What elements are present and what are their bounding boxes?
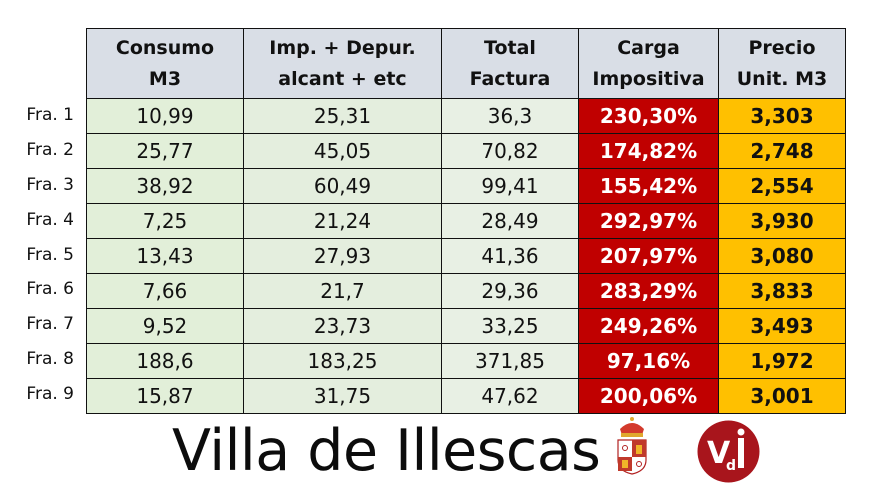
cell-total: 29,36 — [441, 273, 579, 309]
row-label: Fra. 6 — [26, 279, 74, 300]
table-row: 25,77 45,05 70,82 174,82% 2,748 — [86, 133, 846, 169]
table-row: 13,43 27,93 41,36 207,97% 3,080 — [86, 238, 846, 274]
row-labels: Fra. 1 Fra. 2 Fra. 3 Fra. 4 Fra. 5 Fra. … — [0, 98, 80, 412]
cell-precio: 3,493 — [718, 308, 846, 344]
header-line: Imp. + Depur. — [269, 36, 416, 59]
cell-consumo: 13,43 — [86, 238, 244, 274]
header-carga: Carga Impositiva — [578, 28, 719, 99]
table-row: 10,99 25,31 36,3 230,30% 3,303 — [86, 98, 846, 134]
cell-total: 99,41 — [441, 168, 579, 204]
cell-consumo: 188,6 — [86, 343, 244, 379]
cell-precio: 3,001 — [718, 378, 846, 414]
cell-precio: 1,972 — [718, 343, 846, 379]
cell-impuestos: 25,31 — [243, 98, 442, 134]
row-label: Fra. 3 — [26, 174, 74, 195]
table-row: 15,87 31,75 47,62 200,06% 3,001 — [86, 378, 846, 414]
cell-impuestos: 183,25 — [243, 343, 442, 379]
cell-precio: 2,554 — [718, 168, 846, 204]
cell-precio: 3,833 — [718, 273, 846, 309]
cell-total: 36,3 — [441, 98, 579, 134]
header-line: alcant + etc — [278, 67, 407, 90]
cell-impuestos: 23,73 — [243, 308, 442, 344]
row-label: Fra. 9 — [26, 384, 74, 405]
header-line: Unit. M3 — [736, 67, 828, 90]
vdi-logo-icon: V d — [697, 420, 760, 483]
cell-precio: 3,080 — [718, 238, 846, 274]
row-label: Fra. 2 — [26, 139, 74, 160]
row-label: Fra. 8 — [26, 349, 74, 370]
row-label: Fra. 7 — [26, 314, 74, 335]
cell-impuestos: 31,75 — [243, 378, 442, 414]
table-row: 7,66 21,7 29,36 283,29% 3,833 — [86, 273, 846, 309]
cell-total: 41,36 — [441, 238, 579, 274]
cell-total: 28,49 — [441, 203, 579, 239]
row-label: Fra. 5 — [26, 244, 74, 265]
cell-consumo: 10,99 — [86, 98, 244, 134]
cell-carga: 200,06% — [578, 378, 719, 414]
cell-precio: 3,930 — [718, 203, 846, 239]
cell-impuestos: 45,05 — [243, 133, 442, 169]
cell-carga: 249,26% — [578, 308, 719, 344]
header-impuestos: Imp. + Depur. alcant + etc — [243, 28, 442, 99]
cell-consumo: 25,77 — [86, 133, 244, 169]
table-row: 38,92 60,49 99,41 155,42% 2,554 — [86, 168, 846, 204]
header-row: Consumo M3 Imp. + Depur. alcant + etc Tota… — [86, 28, 846, 99]
cell-impuestos: 21,24 — [243, 203, 442, 239]
header-line: Factura — [469, 67, 551, 90]
header-line: Consumo — [115, 36, 215, 59]
svg-text:d: d — [726, 458, 736, 474]
cell-carga: 207,97% — [578, 238, 719, 274]
cell-carga: 230,30% — [578, 98, 719, 134]
cell-carga: 97,16% — [578, 343, 719, 379]
header-line: Impositiva — [592, 67, 705, 90]
table-row: 9,52 23,73 33,25 249,26% 3,493 — [86, 308, 846, 344]
cell-carga: 292,97% — [578, 203, 719, 239]
cell-impuestos: 27,93 — [243, 238, 442, 274]
cell-consumo: 38,92 — [86, 168, 244, 204]
header-total: Total Factura — [441, 28, 579, 99]
table-row: 188,6 183,25 371,85 97,16% 1,972 — [86, 343, 846, 379]
footer-title: Villa de Illescas — [172, 418, 601, 484]
header-line: Total — [484, 36, 536, 59]
cell-total: 371,85 — [441, 343, 579, 379]
row-label: Fra. 1 — [26, 105, 74, 125]
row-label: Fra. 4 — [26, 209, 74, 230]
coat-of-arms-icon — [617, 417, 647, 475]
cell-total: 70,82 — [441, 133, 579, 169]
cell-carga: 155,42% — [578, 168, 719, 204]
water-bill-table: Consumo M3 Imp. + Depur. alcant + etc Tota… — [86, 28, 846, 414]
svg-text:V: V — [707, 436, 731, 471]
cell-consumo: 9,52 — [86, 308, 244, 344]
cell-consumo: 7,66 — [86, 273, 244, 309]
table-row: 7,25 21,24 28,49 292,97% 3,930 — [86, 203, 846, 239]
cell-impuestos: 21,7 — [243, 273, 442, 309]
cell-total: 47,62 — [441, 378, 579, 414]
header-line: Carga — [617, 36, 680, 59]
cell-consumo: 15,87 — [86, 378, 244, 414]
header-consumo: Consumo M3 — [86, 28, 244, 99]
cell-total: 33,25 — [441, 308, 579, 344]
cell-precio: 3,303 — [718, 98, 846, 134]
header-precio: Precio Unit. M3 — [718, 28, 846, 99]
cell-carga: 174,82% — [578, 133, 719, 169]
cell-consumo: 7,25 — [86, 203, 244, 239]
header-line: Precio — [748, 36, 816, 59]
header-line: M3 — [148, 67, 182, 90]
cell-carga: 283,29% — [578, 273, 719, 309]
cell-precio: 2,748 — [718, 133, 846, 169]
cell-impuestos: 60,49 — [243, 168, 442, 204]
